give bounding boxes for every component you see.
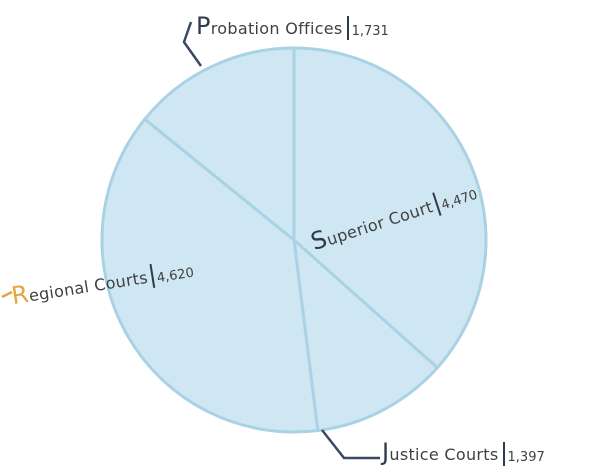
slice-label: Justice Courts 1,397: [382, 438, 545, 466]
leader-line: [321, 429, 380, 460]
slice: [100, 117, 320, 434]
slice: [142, 46, 296, 244]
slice: [292, 236, 440, 433]
leader-line: [182, 21, 203, 67]
value-label: 1,397: [507, 450, 545, 465]
separator: [149, 263, 156, 288]
pie: [100, 46, 488, 434]
separator: [502, 442, 505, 466]
value-label: 1,731: [351, 24, 389, 39]
category-label: Probation Offices: [196, 12, 343, 40]
slice-label: Probation Offices 1,731: [196, 12, 389, 40]
separator: [346, 16, 349, 40]
slice: [292, 46, 488, 370]
category-label: Justice Courts: [382, 438, 499, 466]
leader-line: [1, 290, 13, 299]
